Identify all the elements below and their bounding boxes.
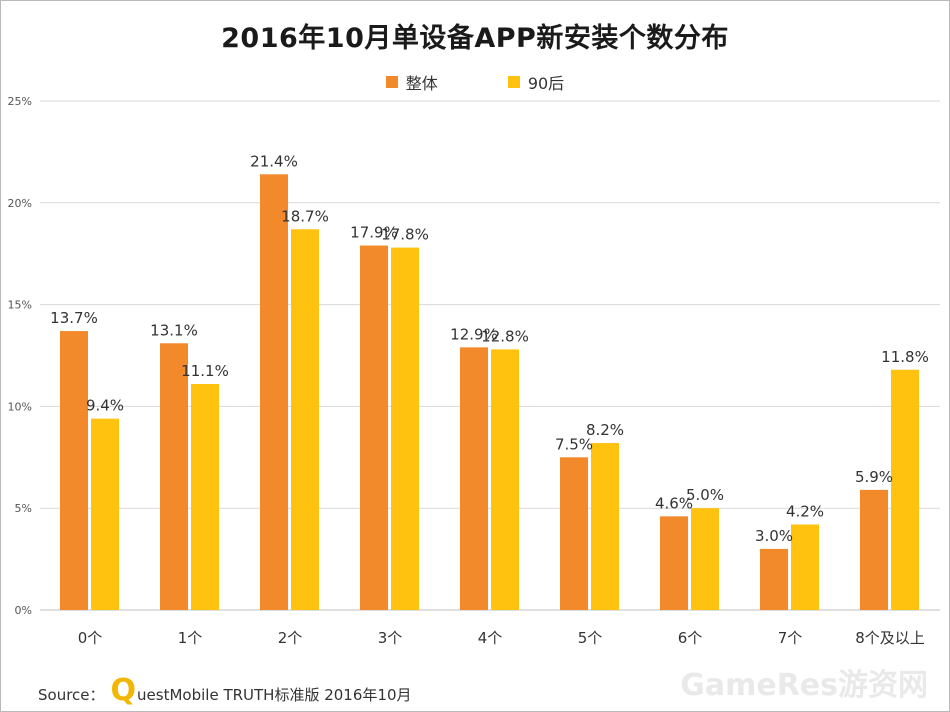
bar-series1: [860, 489, 888, 610]
bar-series1: [560, 457, 588, 610]
data-label-series1: 4.6%: [655, 494, 693, 512]
legend-swatch-series1: [385, 76, 398, 88]
source-text: uestMobile TRUTH标准版 2016年10月: [137, 686, 412, 704]
data-label-series1: 21.4%: [250, 152, 298, 170]
x-category-label: 4个: [478, 629, 503, 647]
bar-series1: [760, 548, 788, 610]
data-label-series2: 11.1%: [181, 362, 229, 380]
x-category-label: 2个: [278, 629, 303, 647]
x-category-label: 0个: [78, 629, 103, 647]
data-label-series2: 18.7%: [281, 207, 329, 225]
bar-series1: [360, 245, 388, 610]
y-tick-label: 5%: [15, 502, 32, 515]
bar-series2: [891, 369, 919, 610]
bar-series2: [191, 384, 219, 610]
legend-item-series1: 整体: [385, 70, 438, 94]
bar-series2: [691, 508, 719, 610]
legend-swatch-series2: [507, 76, 520, 88]
data-label-series1: 7.5%: [555, 435, 593, 453]
data-label-series2: 9.4%: [86, 397, 124, 415]
y-tick-label: 25%: [8, 95, 32, 108]
source-note: Source： Q uestMobile TRUTH标准版 2016年10月: [38, 676, 412, 706]
bar-series2: [391, 247, 419, 611]
legend-label-series1: 整体: [405, 74, 438, 93]
data-label-series2: 11.8%: [881, 348, 929, 366]
data-label-series2: 4.2%: [786, 502, 824, 520]
data-label-series1: 3.0%: [755, 527, 793, 545]
y-tick-label: 15%: [8, 299, 32, 312]
bar-series2: [491, 349, 519, 610]
x-category-label: 7个: [778, 629, 803, 647]
legend-label-series2: 90后: [527, 74, 565, 93]
data-label-series2: 17.8%: [381, 226, 429, 244]
source-prefix: Source：: [38, 686, 105, 704]
legend-item-series2: 90后: [507, 70, 565, 94]
data-label-series1: 12.9%: [450, 325, 498, 343]
bar-series2: [291, 229, 319, 610]
data-label-series2: 12.8%: [481, 327, 529, 345]
y-tick-label: 20%: [8, 197, 32, 210]
x-category-label: 1个: [178, 629, 203, 647]
data-label-series2: 5.0%: [686, 486, 724, 504]
chart-title: 2016年10月单设备APP新安装个数分布: [221, 23, 729, 54]
questmobile-logo-q: Q: [110, 673, 137, 708]
x-category-label: 6个: [678, 629, 703, 647]
bar-series1: [260, 174, 288, 610]
chart-legend: 整体 90后: [0, 70, 950, 94]
data-label-series1: 13.1%: [150, 321, 198, 339]
x-category-label: 3个: [378, 629, 403, 647]
data-label-series1: 13.7%: [50, 309, 98, 327]
data-label-series1: 5.9%: [855, 468, 893, 486]
bar-series2: [791, 524, 819, 610]
data-label-series2: 8.2%: [586, 421, 624, 439]
x-category-label: 8个及以上: [855, 629, 925, 647]
bar-series2: [591, 443, 619, 610]
x-category-label: 5个: [578, 629, 603, 647]
y-tick-label: 0%: [15, 604, 32, 617]
bar-series1: [460, 347, 488, 610]
watermark: GameRes游资网: [680, 668, 928, 703]
bar-series2: [91, 418, 119, 610]
bar-series1: [160, 343, 188, 610]
data-label-series1: 17.9%: [350, 224, 398, 242]
bar-series1: [60, 331, 88, 610]
bar-series1: [660, 516, 688, 610]
y-tick-label: 10%: [8, 400, 32, 413]
